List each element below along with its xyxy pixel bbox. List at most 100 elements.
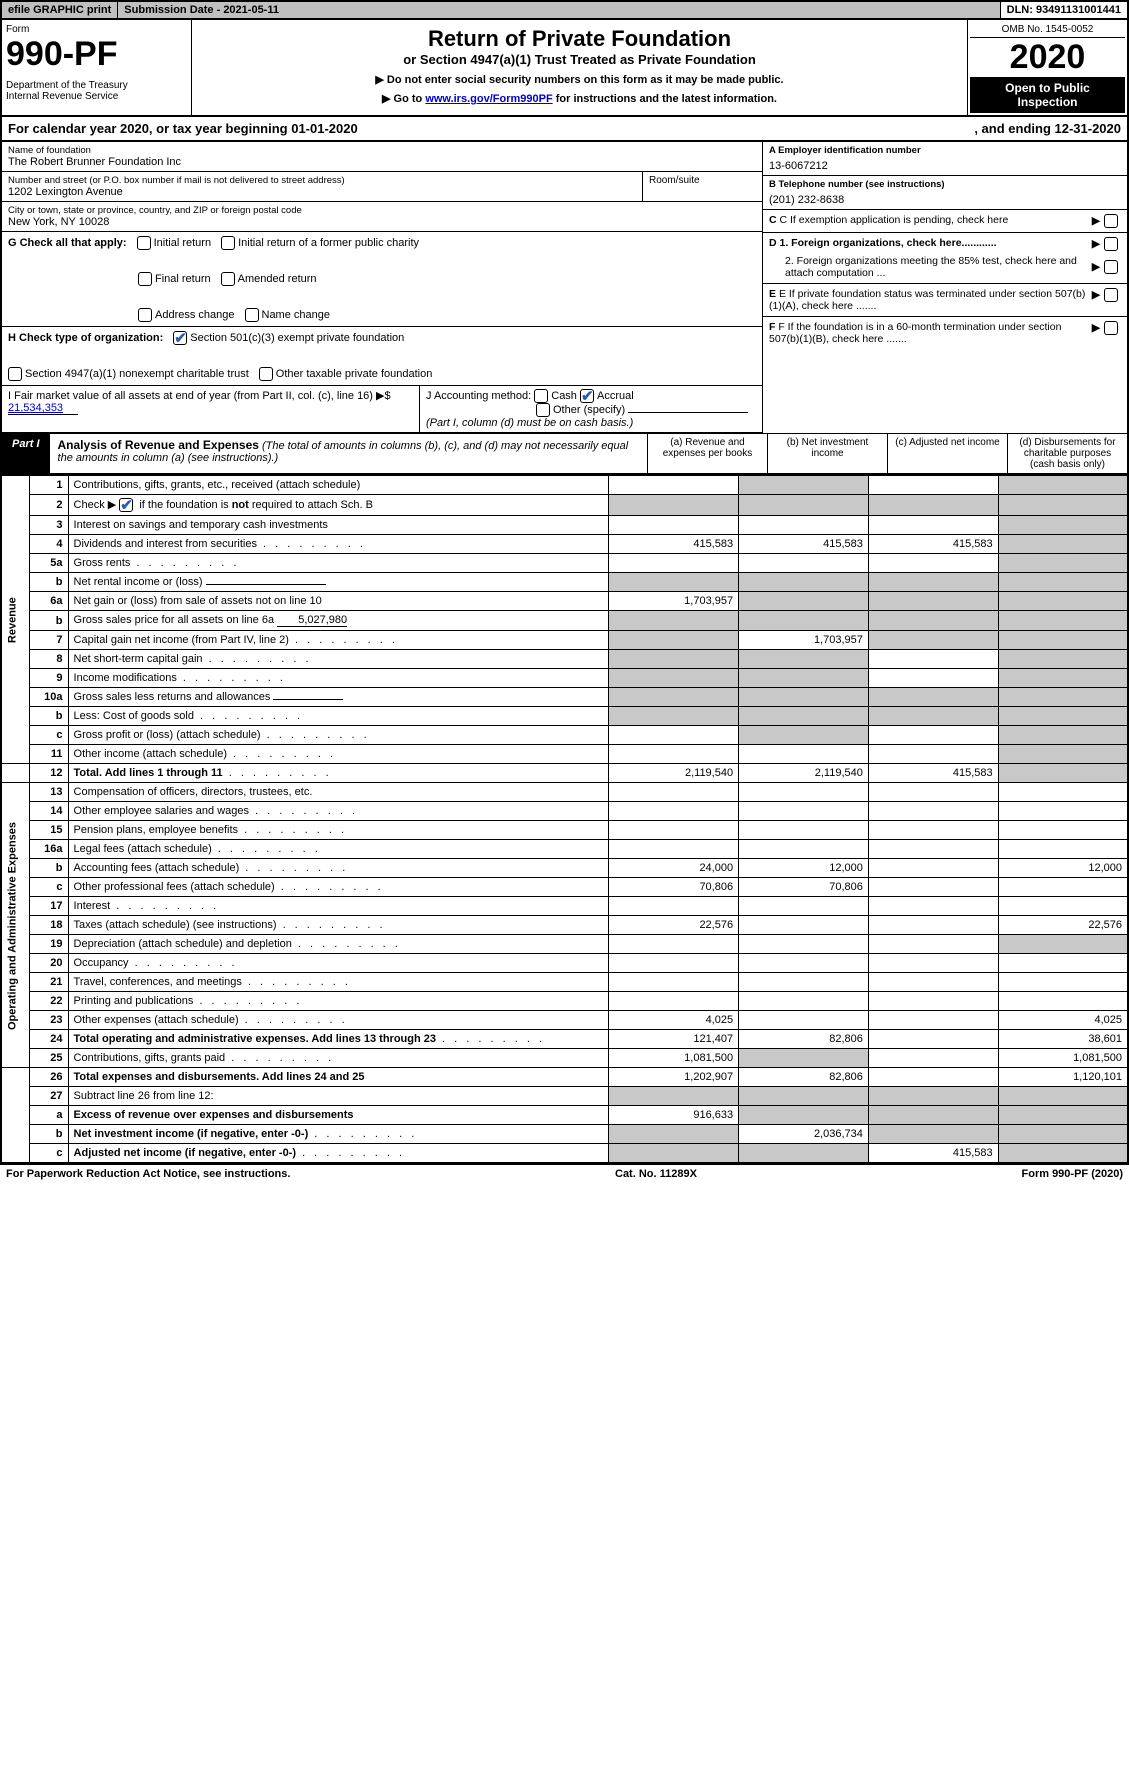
address-row: Number and street (or P.O. box number if… xyxy=(2,172,762,202)
form-title: Return of Private Foundation xyxy=(202,26,957,52)
row-9: Income modifications xyxy=(68,669,609,688)
row-22: Printing and publications xyxy=(68,992,609,1011)
cb-e[interactable] xyxy=(1104,288,1118,302)
cb-name-change[interactable]: Name change xyxy=(245,308,331,322)
revenue-label: Revenue xyxy=(1,476,29,764)
year-end: , and ending 12-31-2020 xyxy=(974,121,1121,136)
form-number-block: Form 990-PF Department of the Treasury I… xyxy=(2,20,192,115)
main-table: Revenue 1Contributions, gifts, grants, e… xyxy=(0,475,1129,1164)
row-6a: Net gain or (loss) from sale of assets n… xyxy=(68,592,609,611)
cb-amended[interactable]: Amended return xyxy=(221,272,317,286)
part1-header: Part I Analysis of Revenue and Expenses … xyxy=(0,433,1129,475)
row-19: Depreciation (attach schedule) and deple… xyxy=(68,935,609,954)
info-grid: Name of foundation The Robert Brunner Fo… xyxy=(0,142,1129,433)
row-23: Other expenses (attach schedule) xyxy=(68,1011,609,1030)
row-2: Check ▶ if the foundation is not require… xyxy=(68,495,609,516)
part1-columns: (a) Revenue and expenses per books (b) N… xyxy=(647,434,1127,473)
row-15: Pension plans, employee benefits xyxy=(68,821,609,840)
dln: DLN: 93491131001441 xyxy=(1001,2,1127,18)
phone-cell: B Telephone number (see instructions) (2… xyxy=(763,176,1127,210)
row-27c: Adjusted net income (if negative, enter … xyxy=(68,1144,609,1164)
row-3: Interest on savings and temporary cash i… xyxy=(68,516,609,535)
form-number: 990-PF xyxy=(6,35,187,74)
row-13: Compensation of officers, directors, tru… xyxy=(68,783,609,802)
row-10a: Gross sales less returns and allowances xyxy=(68,688,609,707)
cb-final-return[interactable]: Final return xyxy=(138,272,211,286)
info-left: Name of foundation The Robert Brunner Fo… xyxy=(2,142,762,433)
h-check-row: H Check type of organization: Section 50… xyxy=(2,327,762,386)
row-16c: Other professional fees (attach schedule… xyxy=(68,878,609,897)
row-10c: Gross profit or (loss) (attach schedule) xyxy=(68,726,609,745)
col-c-header: (c) Adjusted net income xyxy=(887,434,1007,473)
row-12: Total. Add lines 1 through 11 xyxy=(68,764,609,783)
i-j-row: I Fair market value of all assets at end… xyxy=(2,386,762,433)
cb-accrual[interactable]: Accrual xyxy=(580,390,634,402)
info-right: A Employer identification number 13-6067… xyxy=(762,142,1127,433)
cb-d2[interactable] xyxy=(1104,260,1118,274)
row-16a: Legal fees (attach schedule) xyxy=(68,840,609,859)
d-box: D 1. Foreign organizations, check here..… xyxy=(763,233,1127,284)
footer-left: For Paperwork Reduction Act Notice, see … xyxy=(6,1168,290,1180)
row-27: Subtract line 26 from line 12: xyxy=(68,1087,609,1106)
foundation-name-cell: Name of foundation The Robert Brunner Fo… xyxy=(2,142,762,172)
instructions-link[interactable]: www.irs.gov/Form990PF xyxy=(425,93,552,105)
e-box: E E If private foundation status was ter… xyxy=(763,284,1127,317)
row-25: Contributions, gifts, grants paid xyxy=(68,1049,609,1068)
cb-cash[interactable]: Cash xyxy=(534,390,577,402)
cb-d1[interactable] xyxy=(1104,237,1118,251)
part1-title: Analysis of Revenue and Expenses (The to… xyxy=(50,434,647,473)
g-check-row: G Check all that apply: Initial return I… xyxy=(2,232,762,327)
footer-mid: Cat. No. 11289X xyxy=(615,1168,697,1180)
col-b-header: (b) Net investment income xyxy=(767,434,887,473)
col-d-header: (d) Disbursements for charitable purpose… xyxy=(1007,434,1127,473)
col-a-header: (a) Revenue and expenses per books xyxy=(647,434,767,473)
omb-number: OMB No. 1545-0052 xyxy=(970,22,1125,38)
f-box: F F If the foundation is in a 60-month t… xyxy=(763,317,1127,349)
c-box: C C If exemption application is pending,… xyxy=(763,210,1127,233)
row-8: Net short-term capital gain xyxy=(68,650,609,669)
form-subtitle: or Section 4947(a)(1) Trust Treated as P… xyxy=(202,52,957,67)
fmv-block: I Fair market value of all assets at end… xyxy=(2,386,420,432)
cb-4947[interactable]: Section 4947(a)(1) nonexempt charitable … xyxy=(8,367,249,381)
dept-label: Department of the Treasury Internal Reve… xyxy=(6,80,187,102)
cb-501c3[interactable]: Section 501(c)(3) exempt private foundat… xyxy=(173,331,404,345)
footer-right: Form 990-PF (2020) xyxy=(1022,1168,1124,1180)
expenses-label: Operating and Administrative Expenses xyxy=(1,783,29,1068)
row-11: Other income (attach schedule) xyxy=(68,745,609,764)
row-1: Contributions, gifts, grants, etc., rece… xyxy=(68,476,609,495)
year-block: OMB No. 1545-0052 2020 Open to Public In… xyxy=(967,20,1127,115)
title-block: Return of Private Foundation or Section … xyxy=(192,20,967,115)
row-7: Capital gain net income (from Part IV, l… xyxy=(68,631,609,650)
cb-other-method[interactable]: Other (specify) xyxy=(536,404,748,416)
cb-initial-return[interactable]: Initial return xyxy=(137,236,211,250)
fmv-value[interactable]: 21,534,353 xyxy=(8,402,78,415)
accounting-method: J Accounting method: Cash Accrual Other … xyxy=(420,386,762,432)
cb-c[interactable] xyxy=(1104,214,1118,228)
cb-f[interactable] xyxy=(1104,321,1118,335)
row-18: Taxes (attach schedule) (see instruction… xyxy=(68,916,609,935)
submission-date: Submission Date - 2021-05-11 xyxy=(118,2,1000,18)
row-20: Occupancy xyxy=(68,954,609,973)
note-2: ▶ Go to www.irs.gov/Form990PF for instru… xyxy=(202,92,957,105)
row-17: Interest xyxy=(68,897,609,916)
cb-sch-b[interactable] xyxy=(119,498,133,512)
tax-year: 2020 xyxy=(970,38,1125,77)
efile-label: efile GRAPHIC print xyxy=(2,2,118,18)
cb-address-change[interactable]: Address change xyxy=(138,308,235,322)
row-24: Total operating and administrative expen… xyxy=(68,1030,609,1049)
room-suite: Room/suite xyxy=(642,172,762,202)
part1-label: Part I xyxy=(2,434,50,473)
note-1: ▶ Do not enter social security numbers o… xyxy=(202,73,957,86)
year-begin: For calendar year 2020, or tax year begi… xyxy=(8,121,974,136)
cb-other-taxable[interactable]: Other taxable private foundation xyxy=(259,367,433,381)
row-16b: Accounting fees (attach schedule) xyxy=(68,859,609,878)
row-14: Other employee salaries and wages xyxy=(68,802,609,821)
cb-initial-former[interactable]: Initial return of a former public charit… xyxy=(221,236,419,250)
row-27b: Net investment income (if negative, ente… xyxy=(68,1125,609,1144)
city-cell: City or town, state or province, country… xyxy=(2,202,762,232)
row-4: Dividends and interest from securities xyxy=(68,535,609,554)
row-27a: Excess of revenue over expenses and disb… xyxy=(68,1106,609,1125)
row-26: Total expenses and disbursements. Add li… xyxy=(68,1068,609,1087)
ein-cell: A Employer identification number 13-6067… xyxy=(763,142,1127,176)
form-label: Form xyxy=(6,24,187,35)
